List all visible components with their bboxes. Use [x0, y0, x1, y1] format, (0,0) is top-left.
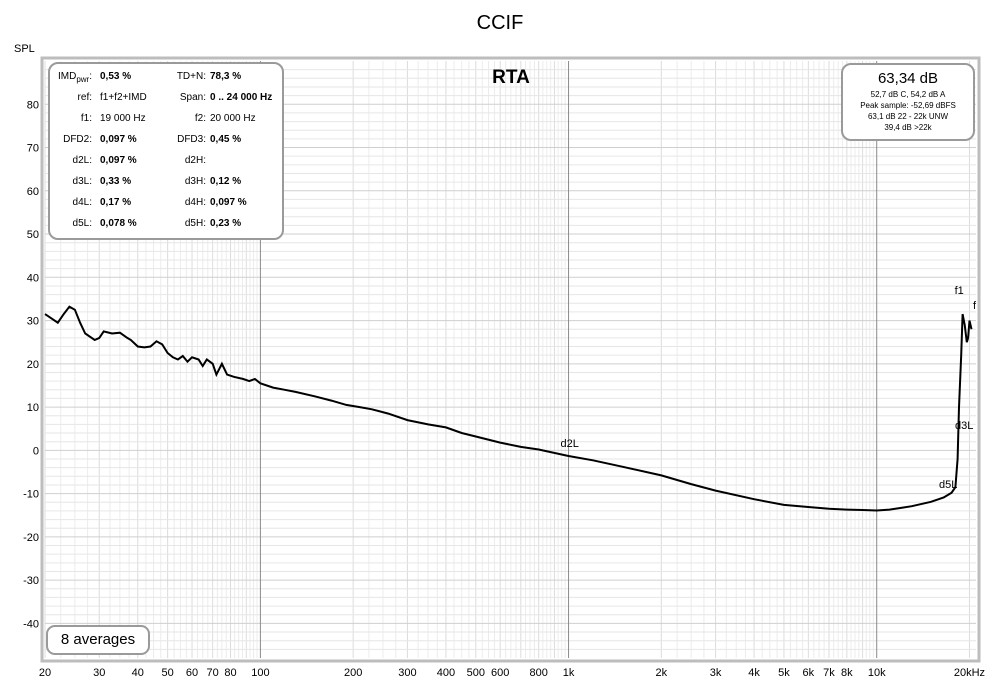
- stat-value: 0 .. 24 000 Hz: [210, 92, 273, 103]
- stats-panel: IMDpwr: 0,53 % TD+N: 78,3 % ref: f1+f2+IMD Spa…: [48, 62, 284, 240]
- harmonic-markers: f1 f d2L d3L d5L: [561, 285, 977, 491]
- x-tick-label: 1k: [563, 667, 575, 679]
- x-tick-label: 600: [491, 667, 509, 679]
- y-tick-label: -40: [23, 618, 39, 630]
- stat-value: 0,45 %: [210, 134, 242, 145]
- y-tick-labels: 80 70 60 50 40 30 20 10 0 -10 -20 -30 -40: [23, 99, 39, 630]
- stat-key: d3H:: [184, 176, 206, 187]
- level-line: 52,7 dB C, 54,2 dB A: [870, 90, 946, 99]
- x-tick-label: 40: [132, 667, 144, 679]
- x-tick-label: 300: [398, 667, 416, 679]
- y-axis-label: SPL: [14, 43, 35, 55]
- y-tick-label: 0: [33, 445, 39, 457]
- spectrum-line: [44, 305, 973, 512]
- y-tick-label: -30: [23, 575, 39, 587]
- stat-key: ref:: [77, 92, 92, 103]
- stat-key: f1:: [80, 113, 92, 124]
- x-tick-label: 4k: [748, 667, 760, 679]
- marker-f1: f1: [955, 285, 964, 297]
- x-tick-label: 500: [467, 667, 485, 679]
- x-tick-label: 60: [186, 667, 198, 679]
- stat-key: d5L:: [72, 218, 92, 229]
- level-main-value: 63,34 dB: [877, 70, 939, 87]
- y-tick-label: 60: [27, 186, 39, 198]
- chart-title: CCIF: [477, 12, 524, 34]
- y-tick-label: -20: [23, 532, 39, 544]
- stats-row: d4L: 0,17 % d4H: 0,097 %: [50, 197, 286, 217]
- level-panel: 63,34 dB 52,7 dB C, 54,2 dB A Peak sampl…: [841, 63, 975, 141]
- stats-row: d3L: 0,33 % d3H: 0,12 %: [50, 176, 286, 196]
- y-tick-label: 50: [27, 229, 39, 241]
- stat-value: 0,17 %: [100, 197, 132, 208]
- x-tick-label: 70: [207, 667, 219, 679]
- stats-row: IMDpwr: 0,53 % TD+N: 78,3 %: [50, 71, 286, 91]
- y-tick-label: 80: [27, 99, 39, 111]
- stat-value: 20 000 Hz: [210, 113, 256, 124]
- stat-key: DFD2:: [63, 134, 92, 145]
- stat-value: 0,097 %: [100, 155, 137, 166]
- stat-key: IMDpwr:: [57, 71, 92, 84]
- x-tick-label: 10k: [868, 667, 886, 679]
- y-tick-label: 40: [27, 272, 39, 284]
- rta-label: RTA: [492, 67, 530, 88]
- x-tick-label: 5k: [778, 667, 790, 679]
- stat-value: 0,33 %: [100, 176, 132, 187]
- x-tick-label: 7k: [823, 667, 835, 679]
- x-tick-labels: 20 30 40 50 60 70 80 100 200 300 400 500 600 800 1k 2k 3…: [39, 667, 985, 679]
- stat-key: d4L:: [72, 197, 92, 208]
- stat-key: d5H:: [184, 218, 206, 229]
- stat-value: 0,078 %: [100, 218, 137, 229]
- stat-value: 0,12 %: [210, 176, 242, 187]
- x-tick-label: 100: [251, 667, 269, 679]
- x-tick-label: 20kHz: [954, 667, 985, 679]
- marker-f: f: [973, 300, 977, 312]
- y-tick-label: -10: [23, 489, 39, 501]
- stat-value: 0,097 %: [100, 134, 137, 145]
- x-tick-label: 2k: [656, 667, 668, 679]
- stat-key: f2:: [194, 113, 206, 124]
- x-tick-label: 20: [39, 667, 51, 679]
- stat-value: 0,23 %: [210, 218, 242, 229]
- stat-value: 78,3 %: [210, 71, 242, 82]
- x-tick-label: 200: [344, 667, 362, 679]
- y-tick-label: 30: [27, 316, 39, 328]
- x-tick-label: 80: [224, 667, 236, 679]
- stat-key: d2L:: [72, 155, 92, 166]
- stat-value: 0,097 %: [210, 197, 247, 208]
- x-tick-label: 800: [530, 667, 548, 679]
- y-tick-label: 70: [27, 143, 39, 155]
- x-tick-label: 30: [93, 667, 105, 679]
- x-tick-label: 3k: [710, 667, 722, 679]
- level-line: 39,4 dB >22k: [884, 123, 932, 132]
- stat-key: DFD3:: [177, 134, 206, 145]
- stat-key: d4H:: [184, 197, 206, 208]
- x-tick-label: 50: [162, 667, 174, 679]
- stat-key: d3L:: [72, 176, 92, 187]
- stats-row: d5L: 0,078 % d5H: 0,23 %: [50, 218, 286, 238]
- x-tick-label: 8k: [841, 667, 853, 679]
- averages-badge[interactable]: 8 averages: [46, 625, 150, 655]
- y-tick-label: 20: [27, 359, 39, 371]
- marker-d2L: d2L: [561, 438, 579, 450]
- level-line: Peak sample: -52,69 dBFS: [860, 101, 956, 110]
- marker-d3L: d3L: [955, 420, 973, 432]
- stats-row: ref: f1+f2+IMD Span: 0 .. 24 000 Hz: [50, 92, 286, 112]
- stat-value: 0,53 %: [100, 71, 132, 82]
- stats-row: DFD2: 0,097 % DFD3: 0,45 %: [50, 134, 286, 154]
- stat-key: TD+N:: [176, 71, 206, 82]
- level-line: 63,1 dB 22 - 22k UNW: [867, 112, 949, 121]
- stats-row: d2L: 0,097 % d2H:: [50, 155, 286, 175]
- x-tick-label: 400: [437, 667, 455, 679]
- stat-value: f1+f2+IMD: [100, 92, 147, 103]
- stat-value: 19 000 Hz: [100, 113, 146, 124]
- marker-d5L: d5L: [939, 479, 957, 491]
- stat-key: Span:: [179, 92, 206, 103]
- stat-key: d2H:: [184, 155, 206, 166]
- x-tick-label: 6k: [803, 667, 815, 679]
- stats-row: f1: 19 000 Hz f2: 20 000 Hz: [50, 113, 286, 133]
- y-tick-label: 10: [27, 402, 39, 414]
